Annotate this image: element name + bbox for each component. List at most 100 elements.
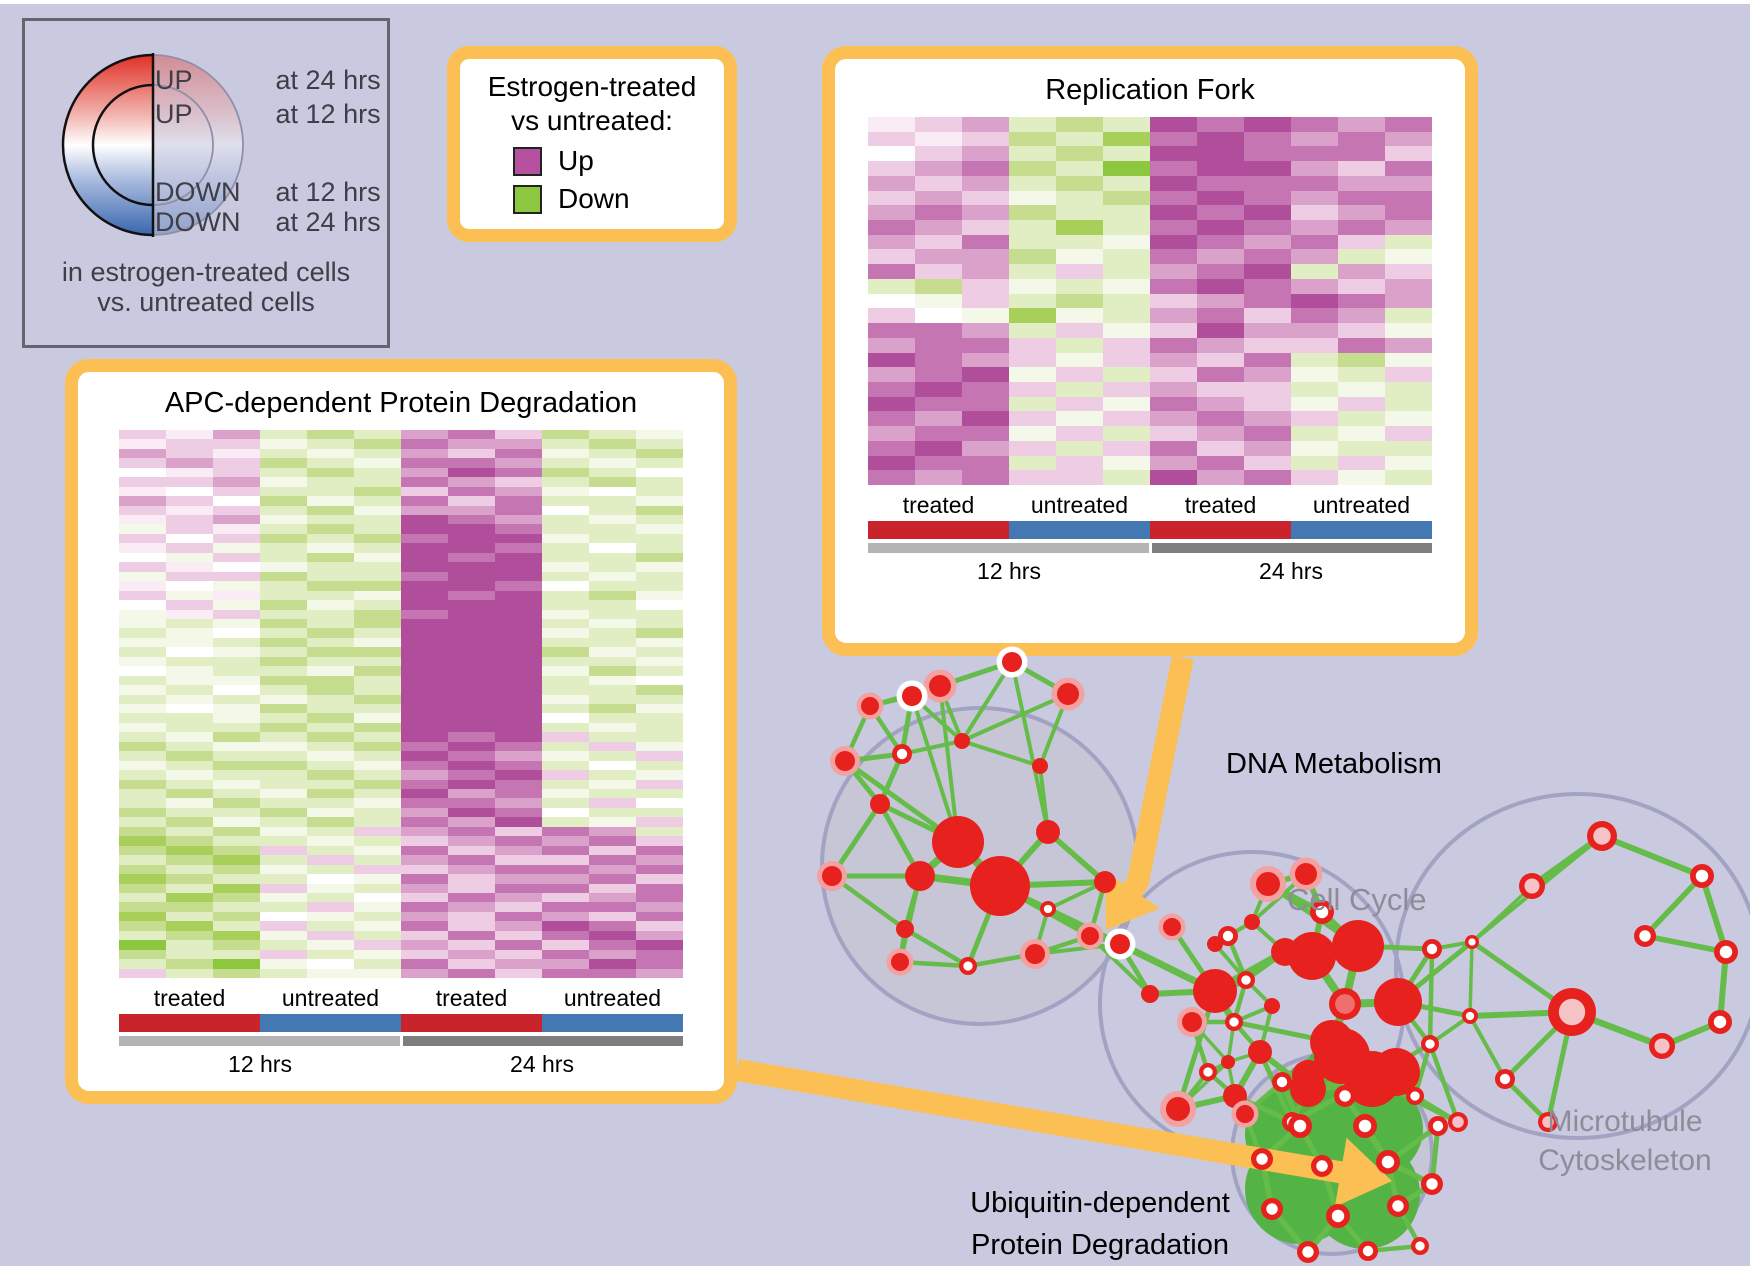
heatmap-cell xyxy=(589,760,636,771)
heatmap-cell xyxy=(589,505,636,516)
heatmap-cell xyxy=(589,666,636,676)
network-edge xyxy=(1175,990,1218,1110)
heatmap-cell xyxy=(213,874,260,884)
heatmap-cell xyxy=(542,609,589,619)
heatmap-cell xyxy=(589,930,636,941)
network-edge xyxy=(1259,1158,1275,1210)
apc-heatmap: treated untreated treated untreated 12 hrs 24… xyxy=(119,430,683,1078)
heatmap-cell xyxy=(962,175,1009,191)
heatmap-cell xyxy=(166,855,213,865)
heatmap-cell xyxy=(354,505,401,516)
heatmap-cell xyxy=(448,675,495,686)
heatmap-cell xyxy=(1197,131,1244,147)
heatmap-cell xyxy=(1103,337,1150,353)
network-edge xyxy=(961,692,1069,743)
heatmap-cell xyxy=(260,458,307,468)
heatmap-cell xyxy=(1056,396,1103,412)
heatmap-cell xyxy=(1385,117,1432,132)
network-edge xyxy=(1469,1009,1573,1019)
heatmap-cell xyxy=(119,968,166,978)
network-edge xyxy=(911,683,941,699)
heatmap-cell xyxy=(589,798,636,808)
heatmap-cell xyxy=(166,798,213,808)
heatmap-cell xyxy=(260,675,307,686)
heatmap-cell xyxy=(1103,308,1150,324)
heatmap-cell xyxy=(495,581,542,591)
heatmap-cell xyxy=(495,732,542,742)
heatmap-cell xyxy=(1385,367,1432,382)
heatmap-cell xyxy=(260,968,307,978)
network-node-donut-hole xyxy=(1465,1011,1475,1021)
network-edge xyxy=(1176,1060,1230,1111)
legend-direction: DOWN xyxy=(155,207,241,237)
heatmap-cell xyxy=(1291,352,1338,368)
heatmap-cell xyxy=(495,562,542,572)
heatmap-cell xyxy=(119,533,166,544)
heatmap-cell xyxy=(636,628,683,638)
network-node-donut-hole xyxy=(1639,930,1651,942)
heatmap-cell xyxy=(260,467,307,478)
heatmap-cell xyxy=(1150,220,1197,235)
cluster-label-microtubule-cytoskeleton: Microtubule Cytoskeleton xyxy=(1470,1102,1750,1180)
heatmap-cell xyxy=(1150,323,1197,338)
heatmap-cell xyxy=(401,694,448,704)
network-edge xyxy=(1250,920,1287,954)
network-node-donut-hole xyxy=(1719,945,1733,959)
heatmap-cell xyxy=(495,713,542,723)
heatmap-cell xyxy=(213,637,260,648)
network-edge xyxy=(961,739,1041,768)
heatmap-cell xyxy=(119,562,166,572)
heatmap-cell xyxy=(401,836,448,846)
heatmap-cell xyxy=(868,381,915,397)
heatmap-cell xyxy=(213,590,260,601)
network-edge xyxy=(1396,940,1474,1004)
network-edge xyxy=(1289,1087,1311,1124)
heatmap-cell xyxy=(495,770,542,780)
network-edge xyxy=(1243,1080,1284,1116)
heatmap-cell xyxy=(119,930,166,941)
heatmap-cell xyxy=(636,618,683,629)
heatmap-cell xyxy=(260,666,307,676)
heatmap-cell xyxy=(401,940,448,950)
network-node-donut-hole xyxy=(1241,975,1251,985)
cluster-label-ubiquitin-degradation: Ubiquitin-dependent Protein Degradation xyxy=(940,1182,1260,1266)
heatmap-cell xyxy=(354,732,401,742)
heatmap-cell xyxy=(260,656,307,667)
heatmap-cell xyxy=(495,789,542,799)
heatmap-cell xyxy=(1150,161,1197,176)
heatmap-cell xyxy=(962,323,1009,338)
network-node-donut-hole xyxy=(1426,1178,1438,1190)
heatmap-cell xyxy=(401,959,448,969)
network-edge xyxy=(1176,1070,1210,1111)
heatmap-cell xyxy=(213,751,260,761)
heatmap-cell xyxy=(448,694,495,704)
heatmap-cell xyxy=(542,486,589,497)
heatmap-cell xyxy=(1385,396,1432,412)
network-node-donut-hole xyxy=(1593,827,1611,845)
heatmap-cell xyxy=(1103,131,1150,147)
heatmap-cell xyxy=(1291,396,1338,412)
heatmap-cell xyxy=(119,477,166,487)
heatmap-cell xyxy=(448,770,495,780)
heatmap-cell xyxy=(495,467,542,478)
heatmap-cell xyxy=(1009,293,1056,309)
heatmap-cell xyxy=(1385,293,1432,309)
heatmap-cell xyxy=(260,751,307,761)
heatmap-cell xyxy=(962,352,1009,368)
heatmap-cell xyxy=(636,524,683,534)
heatmap-cell xyxy=(448,892,495,903)
network-node-pink-core xyxy=(1558,998,1586,1026)
network-edge xyxy=(1258,1049,1310,1092)
heatmap-cell xyxy=(1056,308,1103,324)
heatmap-cell xyxy=(915,131,962,147)
rf-heatmap-grid xyxy=(868,117,1432,485)
heatmap-cell xyxy=(636,940,683,950)
network-node-donut xyxy=(1465,935,1479,949)
network-edge xyxy=(899,695,915,755)
network-node-core xyxy=(929,675,951,697)
heatmap-cell xyxy=(448,609,495,619)
heatmap-cell xyxy=(542,741,589,752)
heatmap-cell xyxy=(448,618,495,629)
heatmap-cell xyxy=(495,552,542,563)
heatmap-cell xyxy=(166,741,213,752)
